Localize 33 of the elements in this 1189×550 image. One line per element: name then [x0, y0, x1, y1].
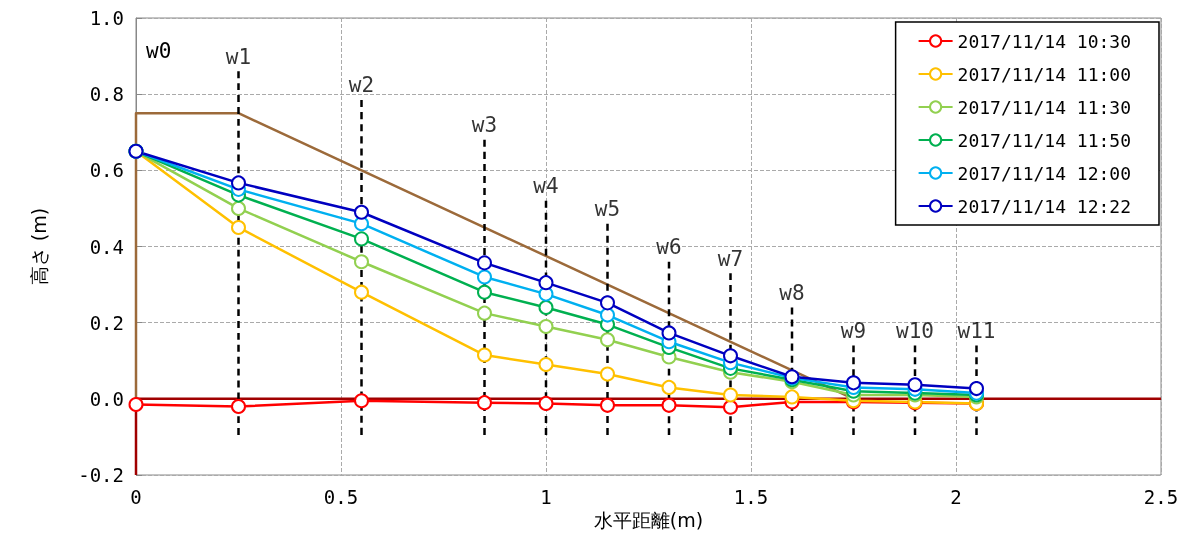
legend-label: 2017/11/14 11:00: [957, 63, 1131, 85]
annotation: w4: [533, 174, 559, 199]
legend-label: 2017/11/14 10:30: [957, 30, 1131, 52]
annotation: w8: [779, 280, 805, 305]
annotation: w9: [840, 319, 867, 344]
x-tick-label: 0.5: [323, 485, 359, 508]
annotation: w7: [717, 246, 744, 271]
annotation: w10: [896, 319, 934, 344]
y-axis-title: 高さ (m): [27, 207, 50, 286]
y-tick-label: 0.0: [89, 387, 124, 410]
legend-label: 2017/11/14 11:50: [957, 129, 1131, 151]
x-tick-label: 2.5: [1143, 485, 1179, 508]
x-axis-title: 水平距離(m): [593, 509, 704, 532]
annotation: w0: [146, 38, 172, 63]
annotation: w1: [225, 44, 252, 69]
x-tick-label: 1.5: [733, 485, 769, 508]
x-tick-label: 2: [950, 485, 962, 508]
legend-label: 2017/11/14 12:22: [957, 195, 1131, 217]
x-tick-label: 0: [130, 485, 142, 508]
x-tick-label: 1: [540, 485, 552, 508]
legend-label: 2017/11/14 12:00: [957, 162, 1131, 184]
annotation: w2: [348, 73, 375, 98]
annotation: w11: [957, 319, 996, 344]
y-tick-label: 1.0: [89, 7, 124, 29]
annotation: w3: [471, 113, 498, 138]
y-tick-label: 0.8: [89, 83, 124, 106]
annotation: w6: [656, 235, 682, 260]
y-tick-label: 0.2: [89, 311, 124, 334]
annotation: w5: [594, 197, 621, 222]
y-tick-label: 0.4: [89, 235, 124, 258]
legend-label: 2017/11/14 11:30: [957, 96, 1131, 118]
y-tick-label: -0.2: [78, 464, 124, 486]
y-tick-label: 0.6: [89, 159, 124, 182]
